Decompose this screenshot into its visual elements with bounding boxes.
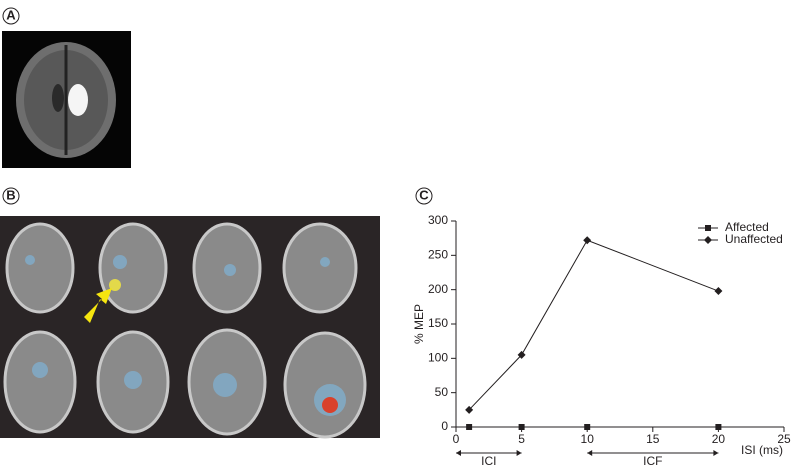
marker <box>705 225 711 231</box>
annotation-label: ICF <box>643 454 662 466</box>
marker <box>517 350 526 359</box>
marker <box>583 236 592 245</box>
x-axis-label: ISI (ms) <box>741 443 783 457</box>
y-axis-label: % MEP <box>412 304 426 344</box>
y-tick-label: 50 <box>435 385 449 399</box>
marker <box>584 424 591 430</box>
x-tick-label: 25 <box>777 432 791 446</box>
series-line <box>468 239 719 411</box>
marker <box>518 424 525 430</box>
legend-label: Affected <box>725 220 769 234</box>
panel-label: A <box>6 7 16 22</box>
x-tick-label: 5 <box>518 432 525 446</box>
arrow-head <box>516 450 522 456</box>
y-tick-label: 0 <box>441 419 448 433</box>
panel-a-image <box>2 31 131 168</box>
x-tick-label: 20 <box>712 432 726 446</box>
y-tick-label: 200 <box>428 282 448 296</box>
panel-labels: A B C <box>2 7 433 205</box>
panel-label: B <box>6 187 15 202</box>
legend-label: Unaffected <box>725 232 783 246</box>
y-tick-label: 300 <box>428 213 448 227</box>
marker <box>715 424 722 430</box>
y-tick-label: 250 <box>428 248 448 262</box>
x-tick-label: 15 <box>646 432 660 446</box>
y-tick-label: 150 <box>428 316 448 330</box>
marker <box>704 236 712 244</box>
marker <box>714 287 723 296</box>
x-tick-label: 0 <box>453 432 460 446</box>
y-tick-label: 100 <box>428 351 448 365</box>
x-tick-label: 10 <box>581 432 595 446</box>
panel-b-image <box>0 216 380 439</box>
arrow-head <box>456 450 461 456</box>
arrow-head <box>587 450 593 456</box>
panel-label: C <box>419 187 429 202</box>
marker <box>465 405 474 414</box>
arrow-head <box>713 450 719 456</box>
annotation-label: ICI <box>481 454 496 466</box>
marker <box>466 424 473 430</box>
